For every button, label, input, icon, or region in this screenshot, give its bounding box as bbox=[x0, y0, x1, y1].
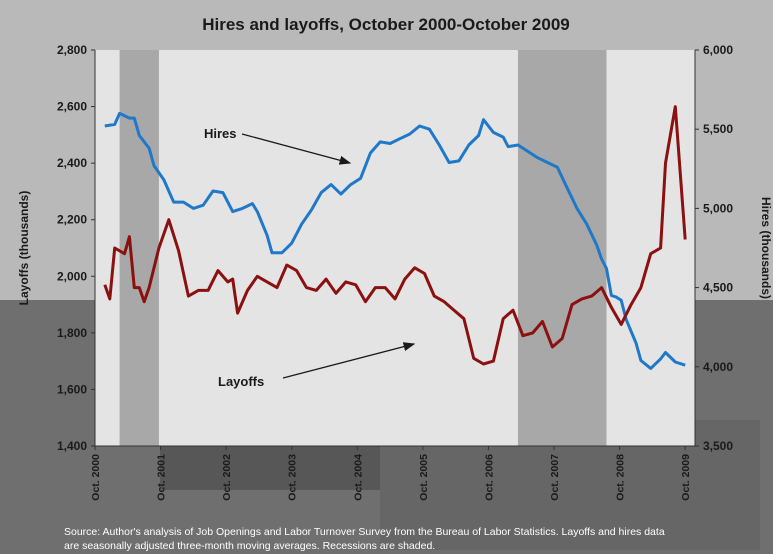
annotation-hires-label: Hires bbox=[204, 126, 237, 141]
x-tick-label: Oct. 2005 bbox=[418, 454, 430, 501]
x-tick-label: Oct. 2004 bbox=[352, 454, 364, 501]
source-note-line-2: are seasonally adjusted three-month movi… bbox=[64, 540, 435, 552]
x-tick-label: Oct. 2001 bbox=[156, 454, 168, 501]
axes-layer bbox=[94, 50, 696, 447]
left-tick-label: 2,000 bbox=[57, 269, 87, 283]
x-tick-label: Oct. 2007 bbox=[549, 454, 561, 501]
left-tick-label: 2,400 bbox=[57, 156, 87, 170]
left-axis-label: Layoffs (thousands) bbox=[17, 191, 31, 306]
series-layer bbox=[103, 105, 687, 370]
source-note: Source: Author's analysis of Job Opening… bbox=[64, 526, 665, 552]
left-tick-label: 2,600 bbox=[57, 100, 87, 114]
right-tick-label: 4,500 bbox=[703, 281, 733, 295]
right-tick-label: 4,000 bbox=[703, 360, 733, 374]
x-tick-label: Oct. 2000 bbox=[90, 454, 102, 501]
recession-band bbox=[517, 50, 607, 446]
series-line-hires bbox=[104, 111, 686, 370]
x-axis-ticks: Oct. 2000 Oct. 2001 Oct. 2002 Oct. 2003 Oct.… bbox=[90, 446, 692, 501]
chart-title: Hires and layoffs, October 2000-October … bbox=[202, 15, 570, 34]
left-tick-label: 1,800 bbox=[57, 326, 87, 340]
x-tick-label: Oct. 2002 bbox=[221, 454, 233, 501]
x-tick-label: Oct. 2006 bbox=[483, 454, 495, 501]
right-tick-label: 6,000 bbox=[703, 43, 733, 57]
annotation-layoffs-label: Layoffs bbox=[218, 374, 264, 389]
x-tick-label: Oct. 2008 bbox=[615, 454, 627, 501]
series-line-layoffs bbox=[103, 105, 687, 366]
annotation-layoffs-arrow bbox=[282, 342, 416, 379]
left-axis-ticks: 1,400 1,600 1,800 2,000 2,200 2,400 2,600 2,800 bbox=[57, 43, 95, 453]
right-axis-ticks: 3,500 4,000 4,500 5,000 5,500 6,000 bbox=[695, 43, 733, 453]
x-tick-label: Oct. 2003 bbox=[287, 454, 299, 501]
right-axis-label: Hires (thousands) bbox=[759, 197, 773, 299]
right-tick-label: 5,000 bbox=[703, 201, 733, 215]
right-tick-label: 5,500 bbox=[703, 122, 733, 136]
left-tick-label: 2,800 bbox=[57, 43, 87, 57]
annotation-hires-arrow bbox=[241, 133, 352, 165]
left-tick-label: 1,400 bbox=[57, 439, 87, 453]
x-tick-label: Oct. 2009 bbox=[680, 454, 692, 501]
left-tick-label: 1,600 bbox=[57, 382, 87, 396]
left-tick-label: 2,200 bbox=[57, 213, 87, 227]
right-tick-label: 3,500 bbox=[703, 439, 733, 453]
source-note-line-1: Source: Author's analysis of Job Opening… bbox=[64, 526, 665, 538]
